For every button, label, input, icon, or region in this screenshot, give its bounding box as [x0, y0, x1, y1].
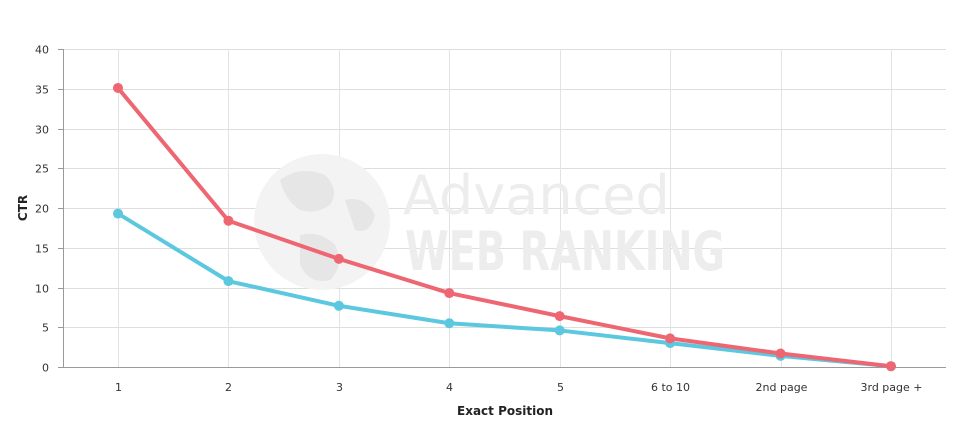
globe-icon: [254, 154, 390, 290]
series-1-point[interactable]: [775, 348, 786, 359]
y-tick-label: 0: [42, 362, 49, 375]
x-tick-label: 4: [446, 381, 453, 394]
watermark-line1: Advanced: [403, 164, 670, 227]
y-tick-label: 35: [35, 84, 49, 97]
series-2-point[interactable]: [444, 318, 455, 329]
y-tick-label: 15: [35, 243, 49, 256]
series-layer: [113, 82, 896, 372]
series-1-point[interactable]: [886, 361, 896, 372]
x-tick-label: 5: [557, 381, 564, 394]
series-1-point[interactable]: [554, 311, 565, 322]
y-tick-label: 40: [35, 44, 49, 57]
series-1-point[interactable]: [333, 253, 344, 264]
series-2-point[interactable]: [223, 276, 234, 287]
y-tick-label: 30: [35, 124, 49, 137]
y-axis-title: CTR: [16, 195, 30, 221]
y-tick-label: 5: [42, 322, 49, 335]
y-tick-label: 10: [35, 283, 49, 296]
series-2-point[interactable]: [554, 325, 565, 336]
y-tick-label: 25: [35, 163, 49, 176]
series-1-point[interactable]: [444, 288, 455, 299]
series-1-line: [116, 85, 893, 369]
series-2-line: [116, 211, 893, 369]
series-1-point[interactable]: [223, 215, 234, 226]
x-tick-label: 3rd page +: [861, 381, 923, 394]
x-tick-label: 2: [225, 381, 232, 394]
series-1-point[interactable]: [113, 82, 123, 93]
x-tick-label: 3: [336, 381, 343, 394]
series-1: [113, 82, 896, 372]
series-2-point[interactable]: [333, 300, 344, 311]
series-1-point[interactable]: [665, 333, 676, 344]
watermark: Advanced WEB RANKING: [254, 154, 725, 290]
x-tick-label: 2nd page: [756, 381, 808, 394]
x-tick-label: 1: [115, 381, 122, 394]
watermark-line2: WEB RANKING: [405, 220, 725, 283]
y-tick-label: 20: [35, 203, 49, 216]
x-axis-title: Exact Position: [457, 404, 553, 418]
series-2-point[interactable]: [113, 208, 123, 219]
x-tick-label: 6 to 10: [651, 381, 690, 394]
axes: 0 5 10 15 20 25 30 35 40 1 2 3 4 5 6 to 10 2nd page 3rd …: [35, 44, 946, 394]
